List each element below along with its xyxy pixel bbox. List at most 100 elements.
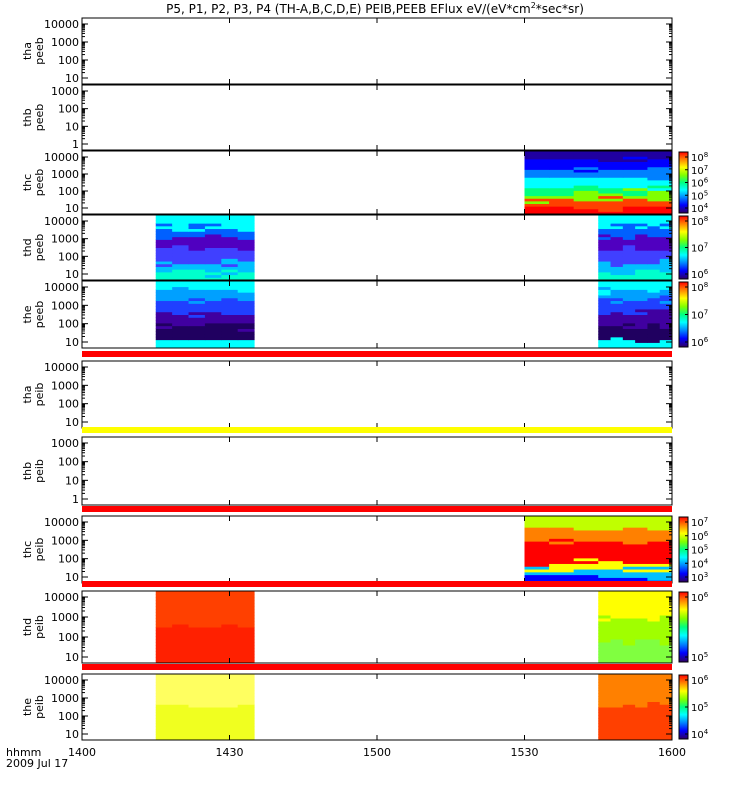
spectrogram-cell xyxy=(524,560,550,564)
spectrogram-cell xyxy=(237,597,255,601)
spectrogram-cell xyxy=(635,718,648,722)
spectrogram-cell xyxy=(204,283,222,288)
spectrogram-cell xyxy=(622,563,648,567)
spectrogram-cell xyxy=(188,627,206,631)
spectrogram-cell xyxy=(155,277,173,281)
spectrogram-cell xyxy=(188,720,206,724)
spectrogram-cell xyxy=(659,687,673,691)
spectrogram-cell xyxy=(155,269,173,273)
spectrogram-cell xyxy=(573,206,599,210)
spectrogram-cell xyxy=(598,529,624,534)
spectrogram-cell xyxy=(598,339,612,343)
spectrogram-cell xyxy=(622,317,636,321)
spectrogram-cell xyxy=(221,258,239,262)
spectrogram-cell xyxy=(204,645,222,649)
spectrogram-cell xyxy=(598,712,612,716)
spectrogram-cell xyxy=(188,281,206,285)
spectrogram-cell xyxy=(155,676,173,680)
spectrogram-cell xyxy=(204,271,222,276)
spectrogram-cell xyxy=(204,215,222,219)
spectrogram-cell xyxy=(598,639,612,643)
spectrogram-cell xyxy=(172,723,190,727)
spectrogram-cell xyxy=(237,690,255,694)
spectrogram-cell xyxy=(188,639,206,643)
spectrogram-cell xyxy=(598,158,624,162)
spectrogram-cell xyxy=(610,698,624,702)
spectrogram-cell xyxy=(188,217,206,221)
spectrogram-cell xyxy=(155,648,173,652)
spectrogram-cell xyxy=(573,166,599,170)
spectrogram-cell xyxy=(610,639,624,643)
spectrogram-cell xyxy=(237,297,255,302)
spectrogram-cell xyxy=(598,718,612,722)
spectrogram-cell xyxy=(573,174,599,178)
spectrogram-cell xyxy=(622,217,636,221)
spectrogram-cell xyxy=(172,707,190,711)
spectrogram-cell xyxy=(647,320,661,324)
spectrogram-cell xyxy=(659,263,673,267)
spectrogram-cell xyxy=(598,172,624,176)
spectrogram-cell xyxy=(598,179,624,183)
spectrogram-cell xyxy=(622,518,648,523)
spectrogram-cell xyxy=(155,242,173,246)
spectrogram-cell xyxy=(172,286,190,290)
spectrogram-cell xyxy=(155,289,173,293)
x-tick-label: 1430 xyxy=(216,746,244,759)
spectrogram-cell xyxy=(221,624,239,628)
spectrogram-cell xyxy=(622,557,648,562)
spectrogram-cell xyxy=(204,306,222,310)
spectrogram-cell xyxy=(647,172,673,176)
spectrogram-cell xyxy=(204,345,222,349)
spectrogram-cell xyxy=(659,242,673,246)
spectrogram-cell xyxy=(659,701,673,705)
spectrogram-cell xyxy=(188,228,206,232)
spectrogram-cell xyxy=(610,651,624,655)
spectrogram-cell xyxy=(622,215,636,219)
spectrogram-cell xyxy=(659,685,673,689)
spectrogram-cell xyxy=(237,606,255,610)
spectrogram-cell xyxy=(622,339,636,343)
spectrogram-cell xyxy=(647,345,661,349)
spectrogram-cell xyxy=(647,297,661,302)
spectrogram-cell xyxy=(610,297,624,302)
spectrogram-cell xyxy=(622,314,636,318)
spectrogram-cell xyxy=(598,690,612,694)
spectrogram-cell xyxy=(659,723,673,727)
spectrogram-cell xyxy=(573,208,599,212)
spectrogram-cell xyxy=(659,609,673,613)
spectrogram-cell xyxy=(204,239,222,243)
spectrogram-cell xyxy=(155,334,173,338)
spectrogram-cell xyxy=(204,303,222,307)
spectrogram-cell xyxy=(549,538,575,542)
spectrogram-cell xyxy=(647,571,673,576)
spectrogram-cell xyxy=(237,314,255,318)
spectrogram-cell xyxy=(172,252,190,257)
spectrogram-cell xyxy=(188,651,206,655)
spectrogram-cell xyxy=(659,731,673,735)
spectrogram-cell xyxy=(155,328,173,332)
spectrogram-cell xyxy=(647,609,661,613)
spectrogram-cell xyxy=(237,328,255,332)
panel-label-quantity: peeb xyxy=(33,104,46,132)
spectrogram-cell xyxy=(237,236,255,240)
spectrogram-cell xyxy=(622,552,648,556)
spectrogram-cell xyxy=(598,266,612,270)
spectrogram-cell xyxy=(172,247,190,251)
spectrogram-cell xyxy=(524,161,550,165)
spectrogram-cell xyxy=(635,597,648,601)
spectrogram-cell xyxy=(573,538,599,542)
spectrogram-cell xyxy=(610,225,624,230)
spectrogram-cell xyxy=(221,247,239,251)
spectrogram-cell xyxy=(172,306,190,310)
spectrogram-cell xyxy=(622,624,636,628)
spectrogram-cell xyxy=(237,639,255,643)
spectrogram-cell xyxy=(172,266,190,270)
spectrogram-cell xyxy=(221,339,239,343)
spectrogram-cell xyxy=(237,289,255,293)
spectrogram-cell xyxy=(172,217,190,221)
spectrogram-cell xyxy=(622,682,636,686)
spectrogram-cell xyxy=(155,250,173,254)
spectrogram-cell xyxy=(659,217,673,221)
spectrogram-cell xyxy=(221,289,239,293)
spectrogram-cell xyxy=(659,630,673,634)
